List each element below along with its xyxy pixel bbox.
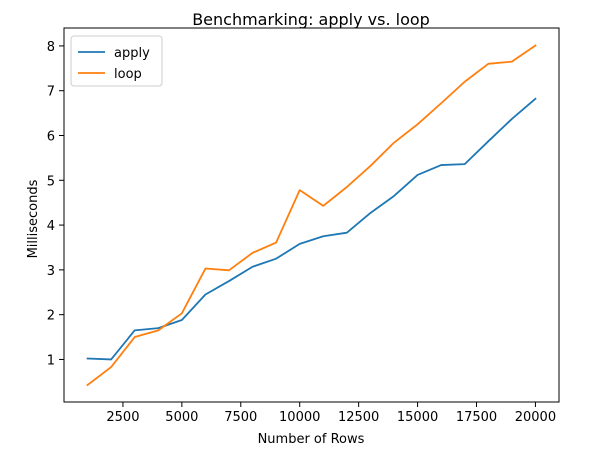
y-tick-label: 6	[47, 129, 55, 144]
x-tick-label: 12500	[338, 410, 379, 425]
legend-label-apply: apply	[114, 46, 150, 61]
x-tick-label: 10000	[279, 410, 320, 425]
series-layer	[86, 44, 537, 387]
series-line-loop	[86, 44, 537, 387]
legend-label-loop: loop	[114, 67, 142, 82]
x-axis-label: Number of Rows	[258, 432, 365, 447]
x-tick-label: 7500	[224, 410, 257, 425]
y-tick-label: 8	[47, 40, 55, 55]
x-tick-label: 15000	[397, 410, 438, 425]
x-axis: 2500 5000 7500 10000 12500 15000 17500 20000	[106, 402, 556, 425]
y-tick-label: 4	[47, 219, 55, 234]
legend: apply loop	[70, 35, 163, 87]
y-tick-label: 3	[47, 264, 55, 279]
series-line-apply	[86, 97, 537, 361]
y-tick-label: 7	[47, 85, 55, 100]
plot-area-frame	[63, 27, 560, 403]
x-tick-label: 17500	[456, 410, 497, 425]
y-axis-label: Milliseconds	[26, 179, 41, 258]
y-axis: 1 2 3 4 5 6 7 8	[47, 40, 64, 368]
chart-title: Benchmarking: apply vs. loop	[192, 10, 430, 29]
y-tick-label: 5	[47, 174, 55, 189]
x-tick-label: 2500	[106, 410, 139, 425]
y-tick-label: 1	[47, 353, 55, 368]
x-tick-label: 5000	[165, 410, 198, 425]
y-tick-label: 2	[47, 309, 55, 324]
x-tick-label: 20000	[515, 410, 556, 425]
